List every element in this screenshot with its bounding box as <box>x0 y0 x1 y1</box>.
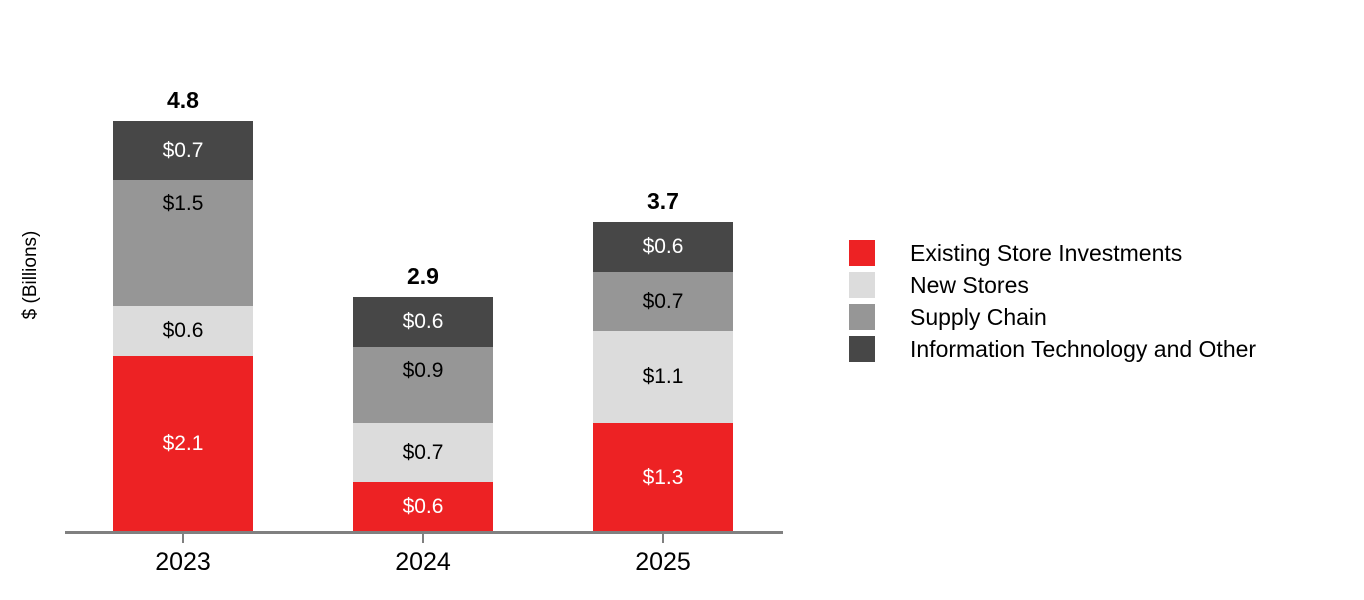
bar-total-label-2023: 4.8 <box>167 87 199 113</box>
legend-item-supply-chain: Supply Chain <box>849 304 1256 330</box>
segment-value-label: $0.6 <box>162 319 204 342</box>
legend-item-existing-store-investments: Existing Store Investments <box>849 240 1256 266</box>
bar-segment-2024-existing-store-investments: $0.6 <box>353 482 493 532</box>
legend-label-supply-chain: Supply Chain <box>910 304 1047 330</box>
segment-value-label: $0.6 <box>642 235 684 258</box>
bar-segment-2024-new-stores: $0.7 <box>353 423 493 482</box>
legend-swatch-existing-store-investments <box>849 240 875 266</box>
x-axis-label-2024: 2024 <box>395 548 451 576</box>
bar-segment-2024-supply-chain: $0.9 <box>353 347 493 423</box>
x-axis-line <box>65 531 783 534</box>
legend-item-new-stores: New Stores <box>849 272 1256 298</box>
bar-segment-2025-new-stores: $1.1 <box>593 331 733 423</box>
segment-value-label: $1.1 <box>642 365 684 388</box>
bar-segment-2025-supply-chain: $0.7 <box>593 272 733 331</box>
x-axis-label-2023: 2023 <box>155 548 211 576</box>
legend: Existing Store Investments New Stores Supp… <box>849 240 1256 368</box>
segment-value-label: $1.5 <box>162 192 204 215</box>
legend-label-new-stores: New Stores <box>910 272 1029 298</box>
bar-total-label-2025: 3.7 <box>647 188 679 214</box>
bar-segment-2023-supply-chain: $1.5 <box>113 180 253 306</box>
segment-value-label: $0.6 <box>402 310 444 333</box>
segment-value-label: $0.9 <box>402 359 444 382</box>
x-axis-label-2025: 2025 <box>635 548 691 576</box>
y-axis-label: $ (Billions) <box>20 230 41 320</box>
segment-value-label: $2.1 <box>162 432 204 455</box>
legend-swatch-supply-chain <box>849 304 875 330</box>
bar-segment-2024-information-technology-and-other: $0.6 <box>353 297 493 347</box>
x-axis-tick-2025 <box>662 534 664 543</box>
legend-label-information-technology-and-other: Information Technology and Other <box>910 336 1257 362</box>
segment-value-label: $0.7 <box>162 138 204 162</box>
bar-segment-2023-information-technology-and-other: $0.7 <box>113 121 253 180</box>
bar-segment-2023-existing-store-investments: $2.1 <box>113 356 253 532</box>
legend-swatch-information-technology-and-other <box>849 336 875 362</box>
x-axis-tick-2024 <box>422 534 424 543</box>
segment-value-label: $1.3 <box>642 465 684 489</box>
bar-segment-2025-information-technology-and-other: $0.6 <box>593 222 733 272</box>
legend-label-existing-store-investments: Existing Store Investments <box>910 240 1183 266</box>
legend-item-information-technology-and-other: Information Technology and Other <box>849 336 1256 362</box>
bar-segment-2025-existing-store-investments: $1.3 <box>593 423 733 532</box>
legend-swatch-new-stores <box>849 272 875 298</box>
x-axis-tick-2023 <box>182 534 184 543</box>
segment-value-label: $0.6 <box>402 495 444 518</box>
bar-total-label-2024: 2.9 <box>407 263 439 289</box>
segment-value-label: $0.7 <box>642 289 684 313</box>
bar-segment-2023-new-stores: $0.6 <box>113 306 253 356</box>
segment-value-label: $0.7 <box>402 440 444 464</box>
